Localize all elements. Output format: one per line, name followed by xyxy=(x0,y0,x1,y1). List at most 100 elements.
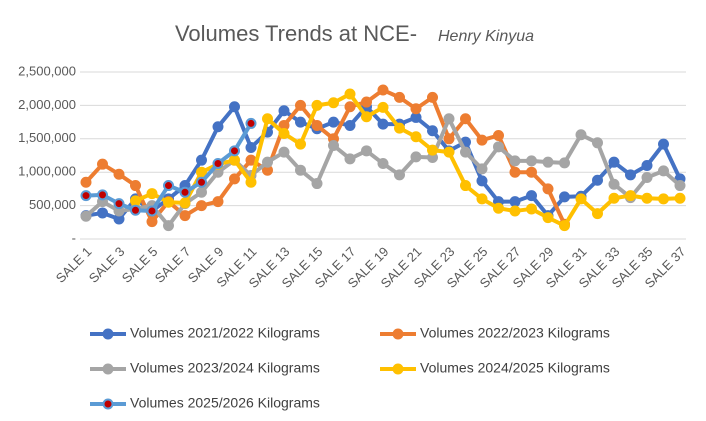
data-point xyxy=(641,192,653,204)
data-point xyxy=(179,210,191,222)
data-point xyxy=(97,158,108,170)
data-point xyxy=(476,175,488,187)
data-point xyxy=(278,146,290,158)
legend-marker xyxy=(102,398,114,410)
x-tick-label: SALE 1 xyxy=(53,244,95,286)
data-point xyxy=(377,84,389,96)
data-point xyxy=(212,196,224,208)
data-point xyxy=(476,134,488,146)
data-point xyxy=(427,144,438,156)
data-point xyxy=(80,190,92,202)
data-point xyxy=(460,146,471,158)
data-point xyxy=(196,176,207,188)
data-point xyxy=(542,156,554,168)
data-point xyxy=(476,163,488,175)
data-point xyxy=(229,145,240,157)
data-point xyxy=(509,205,521,217)
y-tick-label: 2,500,000 xyxy=(18,63,76,78)
data-point xyxy=(212,121,224,133)
y-tick-label: 1,000,000 xyxy=(18,164,76,179)
legend-marker xyxy=(392,363,404,375)
data-point xyxy=(427,125,438,137)
data-point xyxy=(377,101,389,113)
data-point xyxy=(130,195,141,207)
data-point xyxy=(278,105,290,117)
data-point xyxy=(163,220,174,232)
data-point xyxy=(608,178,620,190)
data-point xyxy=(608,192,620,204)
data-point xyxy=(575,193,587,205)
data-point xyxy=(674,192,686,204)
data-point xyxy=(443,113,455,125)
data-point xyxy=(295,116,306,128)
data-point xyxy=(97,207,108,219)
data-point xyxy=(460,113,471,125)
data-point xyxy=(493,141,504,153)
data-point xyxy=(344,153,356,165)
data-point xyxy=(394,91,405,103)
x-tick-label: SALE 3 xyxy=(86,244,128,286)
data-point xyxy=(311,99,323,111)
data-point xyxy=(229,101,240,113)
data-point xyxy=(113,198,125,210)
data-point xyxy=(344,101,356,113)
data-point xyxy=(196,186,207,198)
data-point xyxy=(410,103,422,115)
data-point xyxy=(542,183,554,195)
legend-label: Volumes 2022/2023 Kilograms xyxy=(420,325,610,341)
data-point xyxy=(608,156,620,168)
data-point xyxy=(377,118,389,130)
data-point xyxy=(526,203,537,215)
data-point xyxy=(196,200,207,212)
data-point xyxy=(163,196,174,208)
legend-label: Volumes 2023/2024 Kilograms xyxy=(130,360,320,376)
data-point xyxy=(163,180,174,192)
data-point xyxy=(575,129,587,141)
data-point xyxy=(394,169,405,181)
chart-title: Volumes Trends at NCE- xyxy=(175,21,417,46)
data-point xyxy=(542,212,554,224)
data-point xyxy=(146,216,158,228)
legend-label: Volumes 2025/2026 Kilograms xyxy=(130,395,320,411)
data-point xyxy=(592,137,603,149)
data-point xyxy=(641,172,653,184)
data-point xyxy=(311,119,323,131)
data-point xyxy=(146,188,158,200)
x-tick-label: SALE 5 xyxy=(119,244,161,286)
data-point xyxy=(97,189,108,201)
legend-marker xyxy=(102,328,114,340)
data-point xyxy=(493,202,504,214)
legend-label: Volumes 2021/2022 Kilograms xyxy=(130,325,320,341)
data-point xyxy=(328,139,339,151)
data-point xyxy=(262,156,273,168)
data-point xyxy=(625,169,636,181)
data-point xyxy=(641,160,653,172)
data-point xyxy=(311,178,323,190)
data-point xyxy=(493,129,504,141)
chart-subtitle: Henry Kinyua xyxy=(438,28,534,45)
data-point xyxy=(295,138,306,150)
data-point xyxy=(559,157,570,169)
data-point xyxy=(410,151,422,163)
data-point xyxy=(592,174,603,186)
data-point xyxy=(361,111,372,123)
x-tick-label: SALE 7 xyxy=(152,244,194,286)
data-point xyxy=(146,205,158,217)
data-point xyxy=(526,155,537,167)
y-tick-label: 2,000,000 xyxy=(18,97,76,112)
data-point xyxy=(361,96,372,108)
data-point xyxy=(592,208,603,220)
data-point xyxy=(196,166,207,178)
data-point xyxy=(509,166,521,178)
y-tick-label: 500,000 xyxy=(29,197,76,212)
data-point xyxy=(559,191,570,203)
data-point xyxy=(443,133,455,145)
data-point xyxy=(427,91,438,103)
data-point xyxy=(460,180,471,192)
data-point xyxy=(212,158,224,170)
data-point xyxy=(245,141,257,153)
data-point xyxy=(179,197,191,209)
data-point xyxy=(674,180,686,192)
data-point xyxy=(509,155,521,167)
